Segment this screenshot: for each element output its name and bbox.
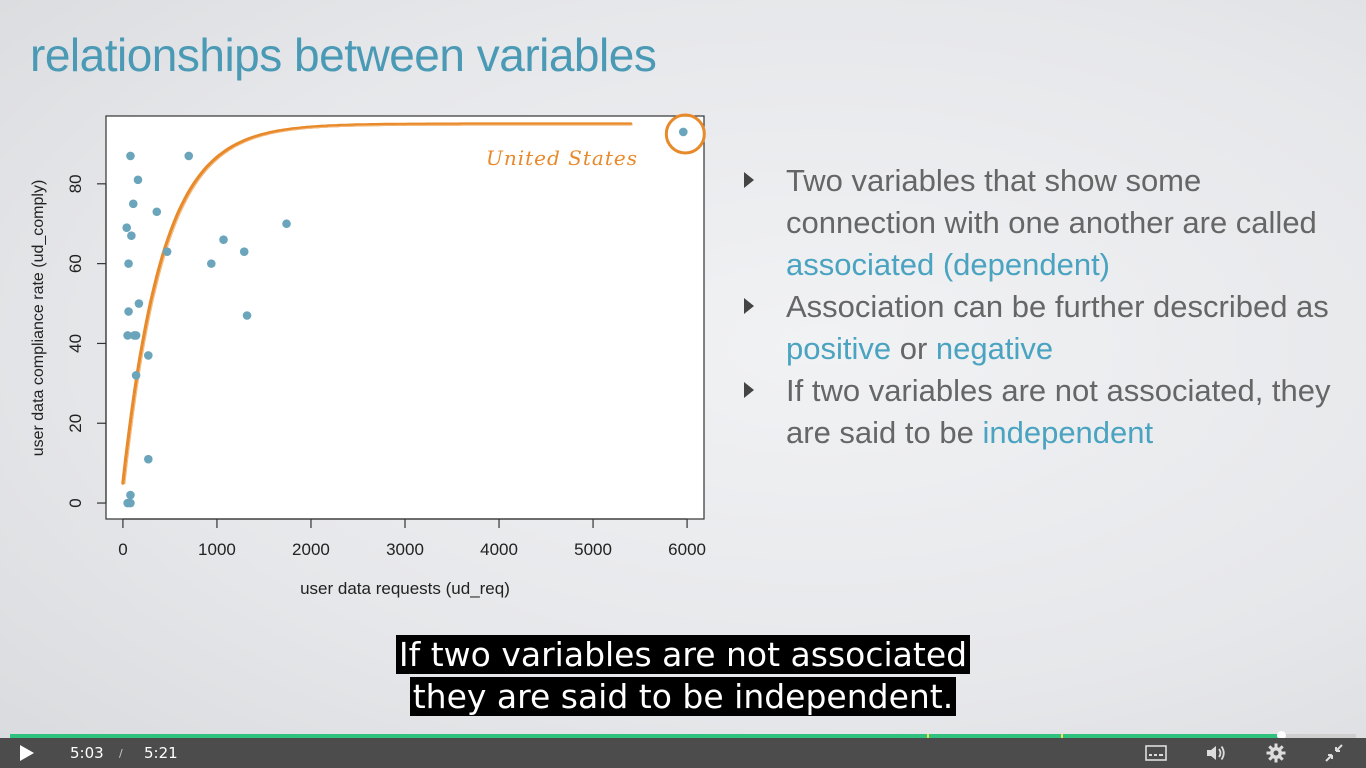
bullet-arrow-icon: [744, 382, 754, 398]
slide-title: relationships between variables: [30, 29, 657, 81]
duration: 5:21: [144, 744, 178, 762]
time-separator: /: [119, 746, 123, 760]
current-time: 5:03: [70, 744, 104, 762]
y-tick-label: 80: [66, 174, 85, 193]
play-button[interactable]: [20, 738, 34, 768]
united-states-annotation: United States: [486, 146, 638, 170]
data-point: [126, 490, 135, 500]
player-controls: 5:03 / 5:21: [0, 738, 1366, 768]
x-axis-label: user data requests (ud_req): [300, 579, 510, 598]
exit-fullscreen-button[interactable]: [1325, 738, 1343, 768]
data-point: [679, 127, 688, 137]
bullet-arrow-icon: [744, 172, 754, 188]
trend-curve-shadow: [124, 124, 633, 485]
captions-icon: [1145, 745, 1167, 761]
data-point: [128, 199, 138, 209]
settings-button[interactable]: [1266, 738, 1286, 768]
data-point: [144, 351, 153, 360]
caption-line-1: If two variables are not associated: [395, 635, 971, 674]
data-point: [127, 231, 136, 241]
data-point: [134, 299, 144, 308]
data-point: [122, 223, 131, 233]
data-point: [126, 498, 135, 508]
highlighted-term: positive: [786, 331, 892, 366]
trend-curve: [121, 122, 633, 485]
gear-icon: [1266, 743, 1286, 763]
volume-icon: [1207, 745, 1225, 761]
y-tick-label: 60: [66, 254, 85, 273]
highlighted-term: independent: [982, 415, 1154, 450]
x-tick-label: 4000: [480, 540, 518, 559]
seek-bar[interactable]: [10, 731, 1356, 740]
data-point: [282, 219, 291, 229]
x-tick-label: 1000: [198, 540, 236, 559]
data-point: [124, 259, 133, 268]
caption-box: If two variables are not associated they…: [0, 634, 1366, 718]
play-icon: [20, 745, 34, 761]
bullet-text: If two variables are not associated, the…: [786, 373, 1331, 450]
data-point: [124, 307, 133, 316]
data-point: [242, 311, 252, 320]
data-point: [144, 454, 153, 464]
data-point: [162, 247, 172, 256]
united-states-highlight-circle: [664, 113, 706, 155]
highlighted-term: associated (dependent): [786, 247, 1111, 282]
y-tick-label: 40: [66, 334, 85, 353]
data-point: [184, 151, 194, 161]
bullet-list: Two variables that show some connection …: [744, 160, 1344, 454]
chapter-marker: [1061, 734, 1064, 738]
y-tick-label: 20: [66, 414, 85, 433]
x-tick-label: 2000: [292, 540, 330, 559]
caption-line-2: they are said to be independent.: [409, 677, 957, 716]
bullet-item: Association can be further described as …: [744, 286, 1344, 370]
bullet-text: or: [891, 331, 936, 366]
captions-button[interactable]: [1145, 738, 1167, 768]
bullet-arrow-icon: [744, 298, 754, 314]
seek-handle[interactable]: [1276, 731, 1286, 740]
y-axis-label: user data compliance rate (ud_comply): [30, 180, 47, 457]
x-tick-label: 5000: [574, 540, 612, 559]
volume-button[interactable]: [1205, 738, 1227, 768]
highlighted-term: negative: [935, 331, 1054, 366]
x-tick-label: 3000: [386, 540, 424, 559]
y-tick-label: 0: [66, 498, 85, 507]
bullet-text: Association can be further described as: [786, 289, 1329, 324]
plot-frame: [105, 115, 705, 520]
bullet-item: If two variables are not associated, the…: [744, 370, 1344, 454]
exit-fullscreen-icon: [1325, 744, 1343, 762]
data-point: [219, 235, 228, 244]
data-point: [207, 259, 216, 268]
scatter-plot: 0 1000 2000 3000 4000 5000 6000 0 20 40 60 80 user …: [30, 113, 706, 598]
seek-bar-progress: [10, 734, 1281, 738]
data-point: [131, 371, 141, 380]
data-point: [123, 331, 132, 340]
data-point: [239, 247, 249, 256]
x-tick-label: 0: [118, 540, 127, 559]
bullet-item: Two variables that show some connection …: [744, 160, 1344, 286]
chapter-marker: [926, 734, 929, 738]
data-point: [131, 331, 141, 340]
x-tick-label: 6000: [668, 540, 706, 559]
data-point: [133, 175, 143, 185]
data-point: [126, 151, 135, 161]
bullet-text: Two variables that show some connection …: [786, 163, 1317, 240]
data-point: [152, 207, 162, 217]
